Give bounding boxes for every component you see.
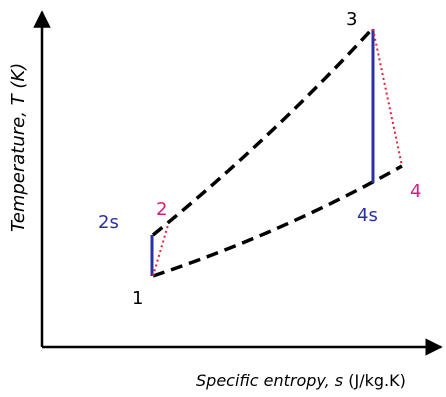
y-axis-label: Temperature, T (K): [8, 63, 29, 232]
point-4s-label: 4s: [357, 205, 378, 226]
point-4-label: 4: [410, 181, 421, 202]
x-axis-label: Specific entropy, s (J/kg.K): [196, 371, 406, 390]
x-axis-label-quantity: Specific entropy, s: [196, 371, 343, 390]
point-3-label: 3: [346, 9, 357, 30]
curve-2-to-3: [151, 26, 375, 237]
actual-compression-line: [152, 224, 169, 277]
x-axis-label-units: (J/kg.K): [343, 371, 406, 390]
actual-expansion-line: [372, 28, 403, 167]
point-2s-label: 2s: [98, 212, 119, 233]
point-1-label: 1: [132, 288, 143, 309]
point-2-label: 2: [156, 199, 167, 220]
